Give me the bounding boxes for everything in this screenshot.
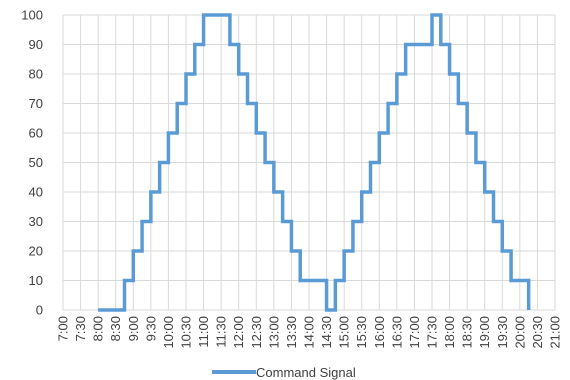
series-line-command-signal <box>98 13 531 312</box>
x-tick-label: 12:00 <box>231 316 246 349</box>
x-tick-label: 13:30 <box>284 316 299 349</box>
y-tick-label: 50 <box>29 155 43 170</box>
x-tick-label: 18:30 <box>460 316 475 349</box>
x-tick-label: 13:00 <box>266 316 281 349</box>
x-tick-label: 12:30 <box>249 316 264 349</box>
y-tick-label: 40 <box>29 185 43 200</box>
x-tick-label: 15:00 <box>337 316 352 349</box>
series-layer <box>98 13 531 312</box>
y-tick-label: 60 <box>29 126 43 141</box>
x-tick-label: 10:00 <box>161 316 176 349</box>
x-tick-label: 11:30 <box>214 316 229 348</box>
x-tick-label: 9:30 <box>143 316 158 341</box>
x-tick-label: 7:00 <box>56 316 71 341</box>
x-tick-label: 7:30 <box>73 316 88 341</box>
x-tick-label: 21:00 <box>548 316 563 349</box>
gridlines <box>62 14 556 311</box>
x-tick-label: 14:00 <box>302 316 317 349</box>
x-tick-label: 15:30 <box>354 316 369 349</box>
x-tick-label: 16:30 <box>389 316 404 349</box>
x-tick-label: 20:00 <box>512 316 527 349</box>
x-tick-label: 8:30 <box>108 316 123 341</box>
legend-label-command-signal: Command Signal <box>256 365 356 380</box>
legend: Command Signal <box>212 365 356 380</box>
x-tick-label: 10:30 <box>179 316 194 349</box>
x-tick-label: 11:00 <box>196 316 211 348</box>
y-tick-label: 20 <box>29 244 43 259</box>
x-tick-label: 19:30 <box>495 316 510 349</box>
y-axis-tick-labels: 0 10 20 30 40 50 60 70 80 90 100 <box>21 8 43 318</box>
x-tick-label: 17:30 <box>425 316 440 349</box>
x-tick-label: 8:00 <box>91 316 106 341</box>
x-tick-label: 17:00 <box>407 316 422 349</box>
x-axis-tick-labels: 7:00 7:30 8:00 8:30 9:00 9:30 10:00 10:30 11:00 1… <box>56 316 563 349</box>
y-tick-label: 70 <box>29 96 43 111</box>
x-tick-label: 18:00 <box>442 316 457 349</box>
y-tick-label: 80 <box>29 67 43 82</box>
x-tick-label: 20:30 <box>530 316 545 349</box>
y-tick-label: 100 <box>21 8 43 23</box>
x-tick-label: 9:00 <box>126 316 141 341</box>
y-tick-label: 90 <box>29 37 43 52</box>
y-tick-label: 30 <box>29 214 43 229</box>
y-tick-label: 0 <box>36 303 43 318</box>
x-tick-label: 16:00 <box>372 316 387 349</box>
y-tick-label: 10 <box>29 273 43 288</box>
x-tick-label: 19:00 <box>477 316 492 349</box>
x-tick-label: 14:30 <box>319 316 334 349</box>
